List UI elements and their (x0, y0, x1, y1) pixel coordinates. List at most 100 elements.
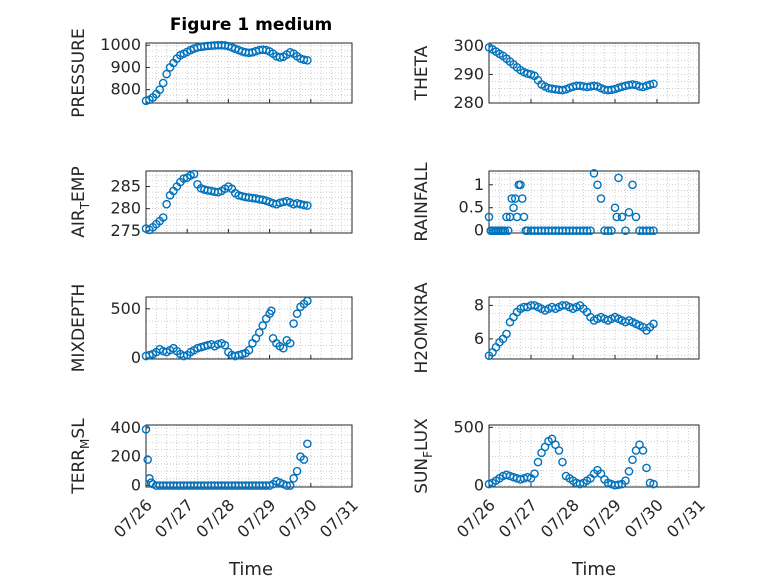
y-axis-label: RAINFALL (412, 162, 432, 242)
data-point (299, 200, 309, 210)
y-tick-label: 900 (110, 57, 141, 76)
subplot-h2omixra: 6 8 H2OMIXRA (412, 282, 700, 374)
x-tick-label: 07/28 (192, 495, 238, 541)
x-axis-label-right: Time (571, 559, 616, 580)
y-tick-label: 290 (453, 64, 484, 83)
data-point (586, 226, 595, 236)
y-axis-label: PRESSURE (69, 28, 89, 117)
y-tick-label: 275 (110, 221, 141, 240)
x-tick-label: 07/26 (110, 495, 156, 541)
data-point (612, 212, 622, 222)
data-point (289, 474, 298, 483)
data-point (299, 55, 309, 64)
y-tick-label: 1 (474, 175, 484, 194)
axes-box (488, 296, 700, 360)
x-tick-label: 07/30 (621, 495, 667, 541)
x-tick-label: 07/29 (233, 495, 279, 541)
data-point (603, 226, 613, 236)
data-point (610, 203, 620, 213)
data-point (558, 457, 567, 467)
y-tick-label: 500 (453, 417, 484, 436)
data-point (502, 212, 511, 222)
y-axis-label: MIXDEPTH (69, 284, 89, 373)
data-point (554, 446, 564, 455)
axes-box (145, 296, 353, 360)
data-point (621, 226, 630, 236)
data-point (503, 226, 513, 236)
x-tick-label: 07/31 (316, 495, 362, 541)
y-tick-label: 285 (110, 177, 141, 196)
data-point (649, 226, 658, 236)
data-point (162, 199, 171, 209)
data-point (141, 425, 151, 434)
data-point (607, 226, 616, 236)
data-point (279, 343, 288, 353)
x-axis-label-left: Time (228, 559, 273, 580)
data-point (649, 319, 658, 329)
axes-box (145, 170, 353, 234)
data-point (179, 174, 189, 183)
x-tick-label: 07/27 (151, 495, 197, 541)
data-point (624, 467, 634, 476)
data-point (596, 194, 606, 203)
data-point (237, 349, 247, 359)
y-tick-label: 0 (474, 221, 484, 240)
y-tick-label: 0 (131, 348, 141, 367)
y-tick-label: 500 (110, 299, 141, 318)
data-point (162, 69, 171, 79)
y-tick-label: 6 (474, 329, 484, 348)
y-axis-label: SUNFLUX (412, 418, 435, 494)
data-point (299, 455, 309, 464)
y-tick-label: 200 (110, 447, 141, 466)
data-point (645, 226, 655, 236)
data-point (649, 479, 658, 489)
data-point (624, 208, 634, 217)
subplot-rainfall: 0 0.5 1 RAINFALL (412, 162, 700, 242)
data-point (289, 319, 298, 328)
data-point (179, 351, 189, 361)
data-point (530, 469, 539, 478)
y-tick-label: 280 (110, 199, 141, 218)
x-tick-label: 07/26 (453, 495, 499, 541)
data-point (509, 312, 518, 322)
data-point (155, 85, 165, 94)
data-point (285, 481, 295, 490)
data-point (642, 463, 651, 473)
data-point (582, 226, 592, 236)
data-point (617, 212, 627, 222)
y-axis-label: AIRTEMP (69, 166, 92, 237)
y-tick-label: 300 (453, 36, 484, 55)
data-point (145, 350, 154, 360)
x-tick-label: 07/31 (663, 495, 709, 541)
data-point (516, 180, 525, 190)
data-point (593, 180, 602, 190)
data-point (517, 194, 527, 203)
data-point (589, 168, 599, 178)
data-point (143, 455, 153, 464)
data-point (638, 446, 648, 455)
y-tick-label: 8 (474, 295, 484, 314)
y-tick-label: 0 (131, 476, 141, 495)
subplot-theta: 280 290 300 THETA (412, 36, 700, 112)
data-point (303, 201, 312, 210)
axes-box (488, 424, 700, 488)
y-axis-label: H2OMIXRA (412, 282, 432, 373)
data-point (631, 212, 641, 222)
y-tick-label: 280 (453, 93, 484, 112)
data-point (614, 480, 623, 489)
data-point (500, 226, 510, 236)
data-point (509, 203, 518, 213)
data-point (282, 481, 292, 490)
data-point (621, 476, 630, 485)
data-point (645, 80, 655, 90)
data-point (303, 296, 312, 306)
x-tick-label: 07/29 (579, 495, 625, 541)
data-point (292, 466, 302, 476)
data-point (628, 180, 637, 190)
data-point (614, 173, 623, 183)
y-tick-label: 800 (110, 80, 141, 99)
data-point (292, 309, 302, 319)
y-axis-label: THETA (412, 45, 432, 101)
